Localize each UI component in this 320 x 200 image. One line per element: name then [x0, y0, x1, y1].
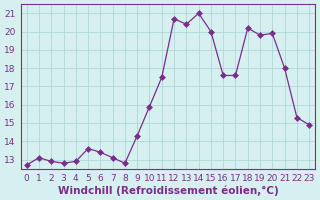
X-axis label: Windchill (Refroidissement éolien,°C): Windchill (Refroidissement éolien,°C) — [58, 185, 278, 196]
